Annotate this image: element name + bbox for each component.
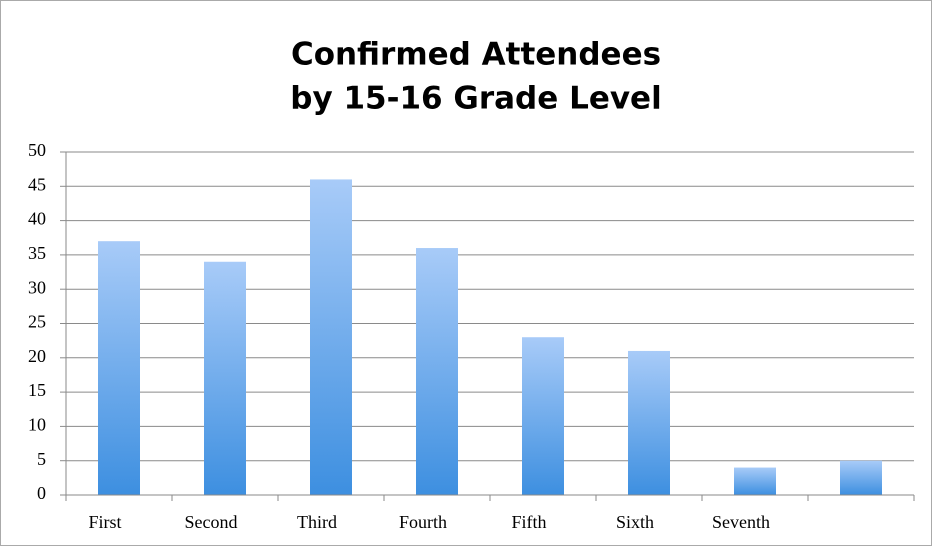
chart-title: Confirmed Attendees bbox=[291, 37, 661, 73]
y-tick-label: 15 bbox=[28, 380, 46, 400]
bar bbox=[98, 241, 140, 495]
bar bbox=[628, 350, 670, 495]
y-tick-label: 45 bbox=[28, 174, 46, 194]
y-tick-label: 5 bbox=[37, 449, 46, 469]
bar bbox=[734, 467, 776, 495]
x-tick-label: Third bbox=[297, 512, 337, 532]
bar bbox=[840, 460, 882, 495]
x-tick-label: Sixth bbox=[616, 512, 654, 532]
x-tick-label: Seventh bbox=[712, 512, 770, 532]
x-tick-label: Fourth bbox=[399, 512, 447, 532]
bar bbox=[416, 248, 458, 495]
bar bbox=[310, 179, 352, 495]
y-tick-label: 40 bbox=[28, 209, 46, 229]
y-tick-label: 50 bbox=[28, 140, 46, 160]
x-tick-label: Second bbox=[185, 512, 238, 532]
x-tick-label: Fifth bbox=[511, 512, 546, 532]
bar bbox=[522, 337, 564, 495]
y-tick-label: 25 bbox=[28, 312, 46, 332]
x-tick-label: First bbox=[88, 512, 121, 532]
y-tick-label: 20 bbox=[28, 346, 46, 366]
y-tick-label: 0 bbox=[37, 483, 46, 503]
y-tick-label: 35 bbox=[28, 243, 46, 263]
y-tick-label: 30 bbox=[28, 277, 46, 297]
chart-title: by 15-16 Grade Level bbox=[290, 81, 661, 117]
y-tick-label: 10 bbox=[28, 415, 46, 435]
bar bbox=[204, 261, 246, 495]
